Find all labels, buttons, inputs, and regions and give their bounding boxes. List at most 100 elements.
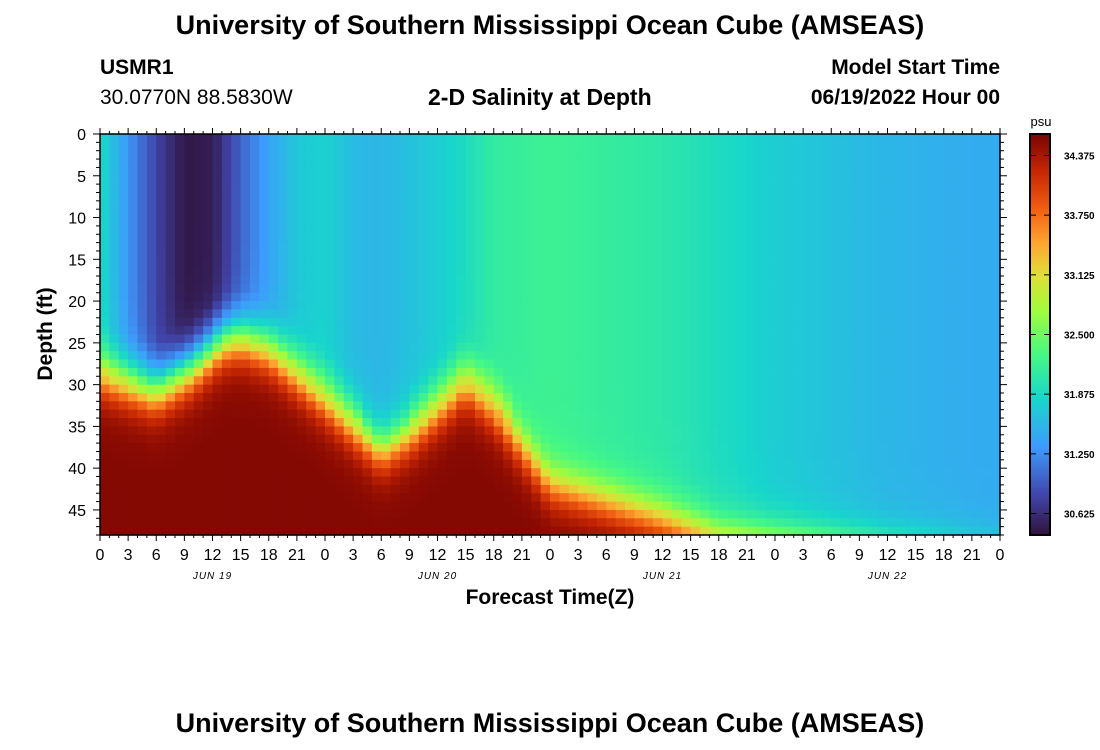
heatmap-cell bbox=[418, 342, 429, 352]
heatmap-cell bbox=[559, 418, 570, 427]
heatmap-cell bbox=[193, 418, 204, 427]
heatmap-cell bbox=[934, 384, 945, 394]
heatmap-cell bbox=[381, 526, 392, 536]
heatmap-cell bbox=[859, 250, 870, 260]
heatmap-cell bbox=[840, 526, 851, 536]
heatmap-cell bbox=[456, 225, 467, 235]
heatmap-cell bbox=[662, 209, 673, 219]
heatmap-cell bbox=[362, 501, 373, 511]
heatmap-cell bbox=[990, 443, 1001, 453]
heatmap-cell bbox=[596, 259, 607, 269]
heatmap-cell bbox=[287, 242, 298, 252]
heatmap-cell bbox=[896, 159, 907, 169]
heatmap-cell bbox=[175, 167, 185, 177]
heatmap-cell bbox=[128, 509, 139, 519]
heatmap-cell bbox=[896, 509, 907, 519]
heatmap-cell bbox=[465, 359, 476, 369]
heatmap-cell bbox=[362, 376, 373, 386]
heatmap-cell bbox=[109, 276, 120, 285]
heatmap-cell bbox=[671, 518, 682, 528]
heatmap-cell bbox=[193, 142, 204, 152]
heatmap-cell bbox=[540, 317, 551, 327]
heatmap-cell bbox=[700, 192, 710, 202]
heatmap-cell bbox=[268, 209, 279, 219]
heatmap-cell bbox=[193, 484, 204, 494]
heatmap-cell bbox=[343, 309, 354, 319]
heatmap-cell bbox=[137, 209, 148, 219]
heatmap-cell bbox=[512, 184, 523, 194]
heatmap-cell bbox=[100, 184, 110, 194]
heatmap-cell bbox=[643, 234, 654, 244]
heatmap-cell bbox=[568, 175, 579, 185]
heatmap-cell bbox=[184, 259, 195, 269]
heatmap-cell bbox=[287, 426, 298, 436]
x-tick-label: 0 bbox=[546, 547, 555, 564]
heatmap-cell bbox=[568, 250, 579, 260]
heatmap-cell bbox=[278, 418, 289, 427]
heatmap-cell bbox=[840, 234, 851, 244]
heatmap-cell bbox=[812, 484, 823, 494]
heatmap-cell bbox=[315, 184, 326, 194]
heatmap-cell bbox=[193, 309, 204, 319]
heatmap-cell bbox=[803, 376, 814, 386]
heatmap-cell bbox=[915, 451, 926, 461]
heatmap-cell bbox=[540, 451, 551, 461]
heatmap-cell bbox=[315, 434, 326, 444]
heatmap-cell bbox=[409, 376, 420, 386]
heatmap-cell bbox=[306, 142, 317, 152]
heatmap-cell bbox=[390, 484, 401, 494]
heatmap-cell bbox=[334, 426, 345, 436]
heatmap-cell bbox=[962, 259, 973, 269]
heatmap-cell bbox=[193, 217, 204, 227]
heatmap-cell bbox=[268, 342, 279, 352]
heatmap-cell bbox=[128, 334, 139, 344]
heatmap-cell bbox=[878, 526, 889, 536]
heatmap-cell bbox=[100, 142, 110, 152]
heatmap-cell bbox=[962, 142, 973, 152]
heatmap-cell bbox=[606, 259, 617, 269]
heatmap-cell bbox=[831, 175, 842, 185]
heatmap-cell bbox=[812, 509, 823, 519]
heatmap-cell bbox=[793, 309, 804, 319]
heatmap-cell bbox=[400, 459, 410, 469]
heatmap-cell bbox=[315, 150, 326, 160]
heatmap-cell bbox=[418, 259, 429, 269]
heatmap-cell bbox=[512, 484, 523, 494]
heatmap-cell bbox=[625, 409, 635, 419]
heatmap-cell bbox=[737, 234, 748, 244]
heatmap-cell bbox=[568, 367, 579, 377]
heatmap-cell bbox=[718, 225, 729, 235]
heatmap-cell bbox=[465, 476, 476, 486]
heatmap-cell bbox=[878, 159, 889, 169]
heatmap-cell bbox=[934, 217, 945, 227]
heatmap-cell bbox=[718, 234, 729, 244]
heatmap-cell bbox=[634, 259, 645, 269]
heatmap-cell bbox=[165, 250, 176, 260]
heatmap-cell bbox=[662, 476, 673, 486]
heatmap-cell bbox=[840, 426, 851, 436]
heatmap-cell bbox=[840, 250, 851, 260]
heatmap-cell bbox=[906, 518, 917, 528]
heatmap-cell bbox=[550, 476, 560, 486]
heatmap-cell bbox=[606, 392, 617, 402]
heatmap-cell bbox=[268, 426, 279, 436]
heatmap-cell bbox=[484, 476, 495, 486]
heatmap-cell bbox=[362, 392, 373, 402]
heatmap-cell bbox=[128, 384, 139, 394]
heatmap-cell bbox=[475, 200, 485, 210]
heatmap-cell bbox=[128, 184, 139, 194]
heatmap-cell bbox=[353, 317, 364, 327]
heatmap-cell bbox=[821, 468, 832, 478]
heatmap-cell bbox=[193, 184, 204, 194]
heatmap-cell bbox=[671, 184, 682, 194]
heatmap-cell bbox=[203, 518, 214, 528]
heatmap-cell bbox=[446, 184, 457, 194]
heatmap-cell bbox=[615, 384, 626, 394]
heatmap-cell bbox=[165, 142, 176, 152]
heatmap-cell bbox=[746, 384, 757, 394]
heatmap-cell bbox=[100, 484, 110, 494]
heatmap-cell bbox=[840, 509, 851, 519]
heatmap-cell bbox=[925, 276, 935, 285]
heatmap-cell bbox=[709, 409, 720, 419]
heatmap-cell bbox=[409, 384, 420, 394]
